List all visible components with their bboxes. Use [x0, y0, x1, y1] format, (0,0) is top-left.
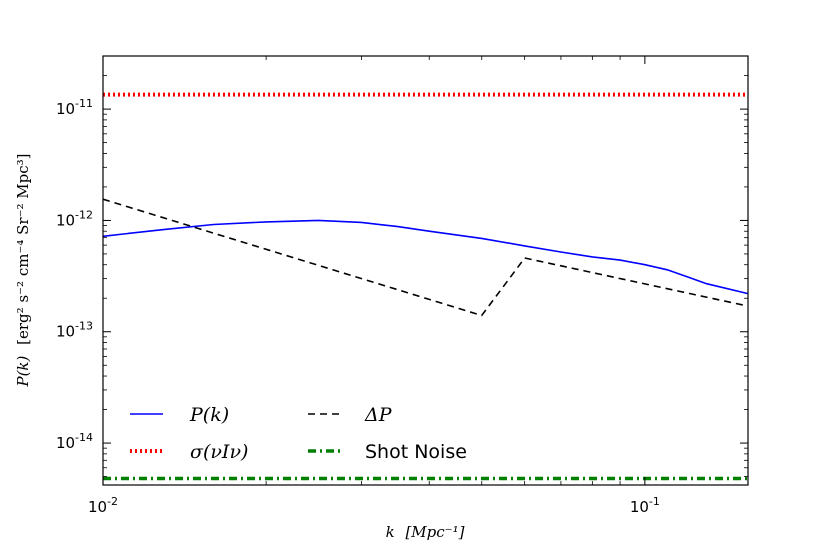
- y-axis-label-units: [erg² s⁻² cm⁻⁴ Sr⁻² Mpc³]: [14, 153, 32, 344]
- tick-layer: 10-14 10-13 10-12 10-11 10-2 10-1: [56, 56, 748, 516]
- series-p-line: [102, 198, 749, 317]
- x-axis-label: k [Mpc⁻¹]: [386, 523, 465, 541]
- y-tick-label: 10-14: [56, 431, 93, 452]
- legend: P(k) σ(νIν) ΔP Shot Noise: [130, 404, 467, 463]
- plot-frame: [102, 55, 749, 486]
- legend-shot-label: Shot Noise: [365, 441, 467, 463]
- y-tick-label: 10-12: [56, 208, 93, 229]
- x-axis-label-units: [Mpc⁻¹]: [405, 523, 464, 541]
- x-axis-label-math: k: [386, 523, 395, 541]
- x-tick-label: 10-1: [630, 495, 660, 516]
- y-tick-label: 10-11: [56, 97, 93, 118]
- series-p-k-line: [102, 219, 749, 295]
- series-layer: [102, 92, 749, 481]
- x-tick-label: 10-2: [88, 495, 118, 516]
- y-axis-label: P(k) [erg² s⁻² cm⁻⁴ Sr⁻² Mpc³]: [14, 153, 32, 387]
- legend-sigma-label: σ(νIν): [190, 441, 248, 463]
- legend-pk-label: P(k): [189, 404, 229, 426]
- y-axis-label-math: P(k): [14, 355, 32, 387]
- legend-deltap-label: ΔP: [364, 404, 393, 426]
- y-tick-label: 10-13: [56, 320, 93, 341]
